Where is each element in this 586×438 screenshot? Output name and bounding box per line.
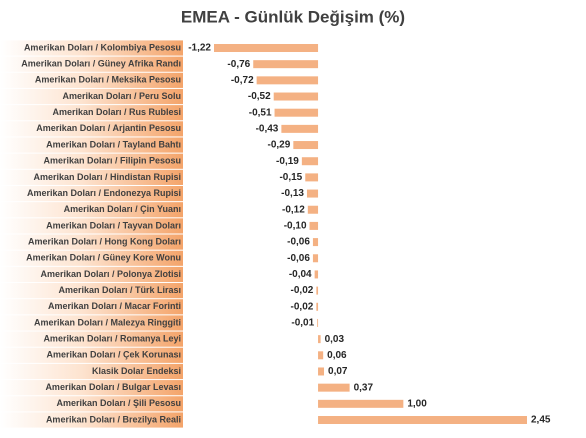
value-label: 2,45 xyxy=(531,415,551,426)
bar xyxy=(293,141,319,150)
value-label: 0,37 xyxy=(354,382,374,393)
category-label: Amerikan Doları / Çin Yuanı xyxy=(64,204,181,214)
category-label: Amerikan Doları / Güney Kore Wonu xyxy=(26,253,181,263)
category-label: Amerikan Doları / Tayvan Doları xyxy=(46,220,181,230)
bar xyxy=(281,124,319,133)
value-label: 0,07 xyxy=(328,366,348,377)
bar xyxy=(273,92,319,101)
category-label: Amerikan Doları / Endonezya Rupisi xyxy=(27,188,181,198)
value-label: 0,03 xyxy=(325,334,345,345)
label-background xyxy=(0,331,183,347)
category-label: Klasik Dolar Endeksi xyxy=(92,366,181,376)
bar xyxy=(318,351,324,360)
bar xyxy=(316,302,319,311)
bar xyxy=(309,221,319,230)
label-background xyxy=(0,153,183,169)
bar xyxy=(253,60,319,69)
category-label: Amerikan Doları / Şili Pesosu xyxy=(56,398,181,408)
label-background xyxy=(0,169,183,185)
value-label: -0,13 xyxy=(281,188,304,199)
label-background xyxy=(0,299,183,315)
label-background xyxy=(0,412,183,428)
category-label: Amerikan Doları / Meksika Pesosu xyxy=(35,75,181,85)
value-label: -1,22 xyxy=(188,43,211,54)
label-background xyxy=(0,380,183,396)
value-label: -0,15 xyxy=(279,172,302,183)
bar xyxy=(314,270,319,279)
category-label: Amerikan Doları / Malezya Ringgiti xyxy=(34,317,181,327)
label-background xyxy=(0,250,183,266)
bar xyxy=(301,157,319,166)
label-background xyxy=(0,283,183,299)
value-label: -0,29 xyxy=(268,140,291,151)
category-label: Amerikan Doları / Filipin Pesosu xyxy=(43,156,181,166)
category-label: Amerikan Doları / Romanya Leyi xyxy=(43,334,181,344)
value-label: -0,19 xyxy=(276,156,299,167)
value-label: -0,12 xyxy=(282,204,305,215)
bar xyxy=(318,335,321,344)
value-label: -0,06 xyxy=(287,237,310,248)
label-background xyxy=(0,396,183,412)
bar xyxy=(256,76,319,85)
bar xyxy=(316,286,319,295)
label-background xyxy=(0,363,183,380)
value-label: -0,10 xyxy=(284,221,307,232)
category-label: Amerikan Doları / Tayland Bahtı xyxy=(46,139,181,149)
bar xyxy=(312,254,319,263)
value-label: -0,51 xyxy=(249,107,272,118)
category-label: Amerikan Doları / Arjantin Pesosu xyxy=(36,123,181,133)
value-label: -0,02 xyxy=(291,301,314,312)
category-label: Amerikan Doları / Hong Kong Doları xyxy=(28,236,181,246)
label-background xyxy=(0,266,183,283)
category-label: Amerikan Doları / Çek Korunası xyxy=(46,350,181,360)
label-background xyxy=(0,234,183,250)
category-label: Amerikan Doları / Güney Afrika Randı xyxy=(21,59,181,69)
label-background xyxy=(0,105,183,121)
bar xyxy=(307,205,319,214)
category-label: Amerikan Doları / Rus Rublesi xyxy=(52,107,181,117)
bar xyxy=(318,416,527,424)
bar xyxy=(317,318,319,327)
label-background xyxy=(0,315,183,331)
label-background xyxy=(0,218,183,234)
category-label: Amerikan Doları / Hindistan Rupisi xyxy=(33,172,181,182)
bar xyxy=(305,173,319,182)
label-background xyxy=(0,56,183,72)
value-label: -0,01 xyxy=(291,318,314,329)
chart-title: EMEA - Günlük Değişim (%) xyxy=(181,7,405,26)
value-label: 1,00 xyxy=(407,398,427,409)
label-background xyxy=(0,185,183,202)
value-label: -0,72 xyxy=(231,75,254,86)
label-background xyxy=(0,72,183,88)
value-label: -0,02 xyxy=(291,285,314,296)
category-label: Amerikan Doları / Macar Forinti xyxy=(48,301,181,311)
label-background xyxy=(0,202,183,218)
bar xyxy=(306,189,319,198)
bar xyxy=(318,367,325,376)
category-label: Amerikan Doları / Polonya Zlotisi xyxy=(40,269,181,279)
label-background xyxy=(0,88,183,105)
bar xyxy=(318,399,404,408)
value-label: -0,76 xyxy=(227,59,250,70)
label-background xyxy=(0,40,183,56)
value-label: -0,04 xyxy=(289,269,312,280)
label-background xyxy=(0,121,183,137)
label-background xyxy=(0,137,183,153)
category-label: Amerikan Doları / Türk Lirası xyxy=(58,285,181,295)
category-label: Amerikan Doları / Brezilya Reali xyxy=(46,414,181,424)
bar xyxy=(318,383,350,392)
bar xyxy=(274,108,319,117)
bar xyxy=(312,238,319,247)
bar xyxy=(214,44,319,52)
category-label: Amerikan Doları / Kolombiya Pesosu xyxy=(24,42,181,52)
label-background xyxy=(0,347,183,363)
category-label: Amerikan Doları / Bulgar Levası xyxy=(45,382,181,392)
value-label: -0,43 xyxy=(256,124,279,135)
value-label: -0,52 xyxy=(248,91,271,102)
category-label: Amerikan Doları / Peru Solu xyxy=(62,91,181,101)
value-label: -0,06 xyxy=(287,253,310,264)
value-label: 0,06 xyxy=(327,350,347,361)
